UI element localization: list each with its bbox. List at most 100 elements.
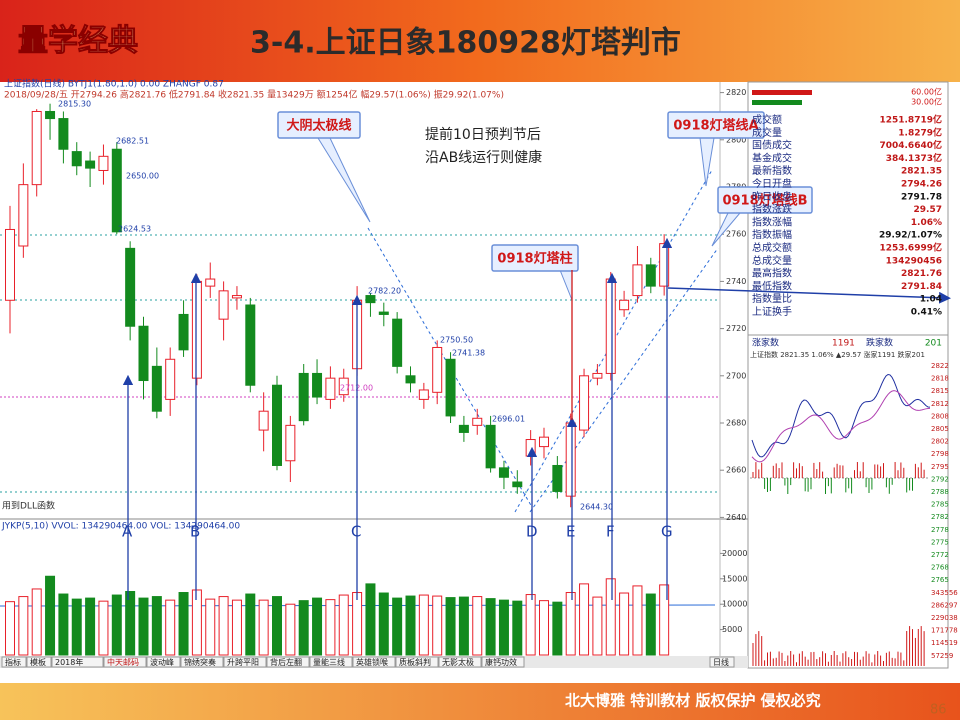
volume-bar <box>645 593 656 656</box>
tab[interactable] <box>266 656 310 668</box>
y-tick-label: 10000 <box>722 600 747 609</box>
letter-label: B <box>190 523 200 541</box>
price-label: 2624.53 <box>118 225 151 234</box>
row-value: 1253.6999亿 <box>879 242 942 254</box>
tab[interactable] <box>1 656 27 668</box>
volume-bar <box>405 595 416 656</box>
volume-bar <box>472 596 483 656</box>
candle-body <box>445 358 456 417</box>
price-label: 2815.30 <box>58 100 91 109</box>
volume-bar <box>565 592 576 656</box>
callout-box <box>717 186 813 214</box>
tab-label: 背后左翻 <box>270 657 302 667</box>
tab[interactable] <box>395 656 439 668</box>
y-tick-label: 2720 <box>726 324 746 333</box>
y-tick-label: 20000 <box>722 549 747 558</box>
volume-bar <box>231 599 242 656</box>
toolbar-line: 上证指数(日线) BYTJ1(1.80,1.0) 0.00 ZHANGF 0.8… <box>4 78 224 90</box>
y-tick-label: 2680 <box>726 419 746 428</box>
tab[interactable] <box>309 656 353 668</box>
price-label: 2782.20 <box>368 287 401 296</box>
row-label: 成交量 <box>752 126 782 139</box>
tab[interactable] <box>438 656 482 668</box>
candle-body <box>18 184 29 247</box>
volume-bar <box>151 596 162 656</box>
meter-label: 30.00亿 <box>911 97 942 107</box>
candle-body <box>378 311 389 315</box>
candle-body <box>231 295 242 299</box>
y-tick-label: 2660 <box>726 466 746 475</box>
volume-bar <box>85 597 96 656</box>
candle-body <box>512 481 523 488</box>
volume-bar <box>285 603 296 656</box>
volume-bar <box>165 599 176 656</box>
letter-label: G <box>661 523 673 541</box>
row-label: 昨日收盘 <box>752 190 792 203</box>
mini-tick: 2812 <box>931 400 949 408</box>
price-label: 2741.38 <box>452 349 485 358</box>
volume-header: JYKP(5,10) VVOL: 134290464.00 VOL: 13429… <box>1 522 240 532</box>
candle-body <box>58 118 69 150</box>
row-label: 指数量比 <box>752 292 792 305</box>
row-label: 最新指数 <box>752 164 792 177</box>
volume-bar <box>258 599 269 656</box>
volume-bar <box>71 598 82 656</box>
mini-tick: 2805 <box>931 425 949 433</box>
callout-text: 0918灯塔线B <box>722 193 807 209</box>
candle-body <box>272 384 282 466</box>
volume-bar <box>512 600 523 656</box>
volume-bar <box>138 597 149 656</box>
candle-body <box>218 290 229 320</box>
volume-bar <box>298 600 309 656</box>
tab-label: 量能三线 <box>313 657 345 667</box>
volume-bar <box>245 593 256 656</box>
candle-body <box>98 155 109 171</box>
tab[interactable] <box>180 656 224 668</box>
mini-tick: 2788 <box>931 488 949 496</box>
candle-body <box>71 151 82 167</box>
mini-tick: 2792 <box>931 475 949 483</box>
candle-body <box>605 278 616 374</box>
row-label: 指数涨幅 <box>752 215 792 228</box>
tab[interactable] <box>481 656 525 668</box>
row-label: 指数涨跌 <box>752 203 792 216</box>
tab-label: 升跨平阳 <box>227 658 259 667</box>
tab-label: 模板 <box>30 657 46 667</box>
candle-body <box>205 278 216 287</box>
toolbar-line: 2018/09/28/五 开2794.26 高2821.76 低2791.84 … <box>4 89 504 101</box>
tab[interactable] <box>26 656 52 668</box>
mini-tick: 229038 <box>931 614 958 622</box>
tab-label: 2018年 <box>55 657 83 667</box>
price-label: 2644.30 <box>580 503 613 512</box>
meter <box>752 90 812 95</box>
volume-bar <box>485 598 496 656</box>
row-value: 0.41% <box>911 308 942 318</box>
tab-label: 无影太极 <box>442 657 474 667</box>
mini-tick: 2818 <box>931 375 949 383</box>
tab[interactable] <box>223 656 267 668</box>
candle-body <box>579 375 590 431</box>
tab-label: 日线 <box>713 657 729 667</box>
candle-body <box>165 358 176 400</box>
volume-bar <box>458 596 469 656</box>
breadth: 涨家数 <box>752 337 779 349</box>
candle-body <box>619 299 630 311</box>
candle-body <box>85 160 96 169</box>
quote-panel <box>747 81 949 669</box>
tab[interactable] <box>352 656 396 668</box>
volume-bar <box>125 591 136 656</box>
tab[interactable] <box>146 656 181 668</box>
candle-body <box>178 313 189 351</box>
candle-body <box>5 228 15 301</box>
candle-body <box>325 377 336 400</box>
candle-body <box>525 439 536 457</box>
volume-bar <box>552 601 563 656</box>
volume-bar <box>445 597 456 656</box>
tab[interactable] <box>51 656 104 668</box>
note: 沿AB线运行则健康 <box>425 149 542 166</box>
tab[interactable] <box>103 656 147 668</box>
row-label: 成交额 <box>752 113 782 126</box>
tab[interactable] <box>709 656 735 668</box>
volume-bar <box>579 583 590 656</box>
price-label: 2750.50 <box>440 336 473 345</box>
